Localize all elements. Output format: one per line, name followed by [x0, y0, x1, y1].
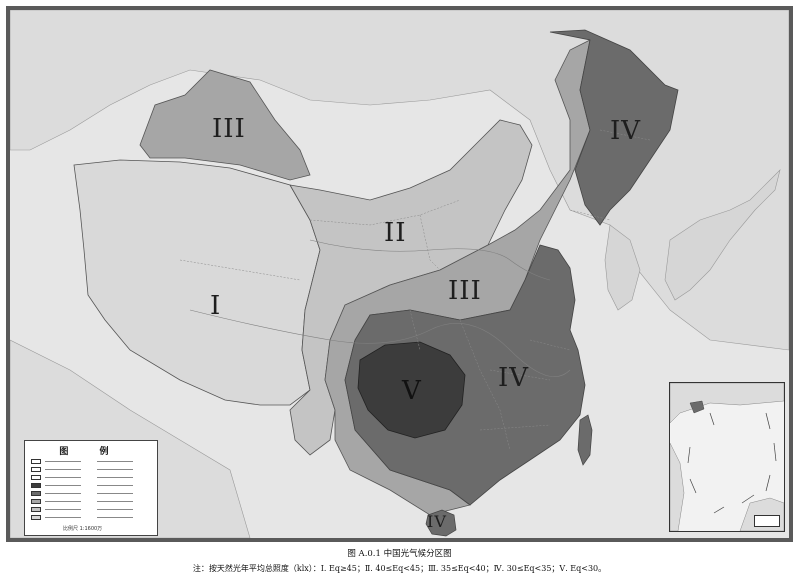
south-china-sea-inset — [669, 382, 785, 532]
hainan-island — [425, 509, 457, 537]
zone-label-I: I — [210, 291, 222, 321]
inset-map-drawing — [670, 383, 784, 531]
zone-label-II: II — [384, 218, 407, 248]
legend-row — [31, 499, 153, 505]
zone-label-III-north: III — [212, 114, 246, 144]
map-frame: III IV II III I IV V IV 图 例 比例尺 1:1600万 — [6, 6, 793, 542]
zone-label-III-central: III — [448, 276, 482, 306]
zone-III-north-region — [139, 69, 311, 181]
province-boundaries — [179, 129, 651, 451]
legend-row — [31, 467, 153, 473]
japan-islands — [664, 169, 781, 301]
legend-scale: 比例尺 1:1600万 — [63, 526, 103, 532]
legend-row — [31, 459, 153, 465]
taiwan-island — [577, 414, 593, 466]
legend-row — [31, 515, 153, 521]
legend-row — [31, 491, 153, 497]
zone-V-region — [357, 341, 466, 439]
figure-caption: 图 A.0.1 中国光气候分区图 — [347, 549, 452, 559]
legend-row — [31, 475, 153, 481]
figure-note: 注：按天然光年平均总照度（klx）：Ⅰ. Eq≥45；Ⅱ. 40≤Eq<45；Ⅲ… — [192, 564, 607, 573]
legend-box: 图 例 比例尺 1:1600万 — [24, 440, 158, 536]
zone-label-IV-northeast: IV — [610, 116, 642, 146]
rivers — [189, 239, 571, 377]
zone-label-IV-hainan: IV — [427, 512, 447, 531]
korean-peninsula — [604, 224, 641, 311]
legend-row — [31, 507, 153, 513]
zone-label-IV-south: IV — [498, 363, 530, 393]
zone-I-region — [73, 159, 321, 406]
legend-row — [31, 483, 153, 489]
inset-label-box — [754, 515, 780, 527]
zone-label-V: V — [402, 376, 422, 406]
legend-title: 图 例 — [59, 447, 123, 457]
zone-IV-northeast-region — [549, 29, 679, 226]
